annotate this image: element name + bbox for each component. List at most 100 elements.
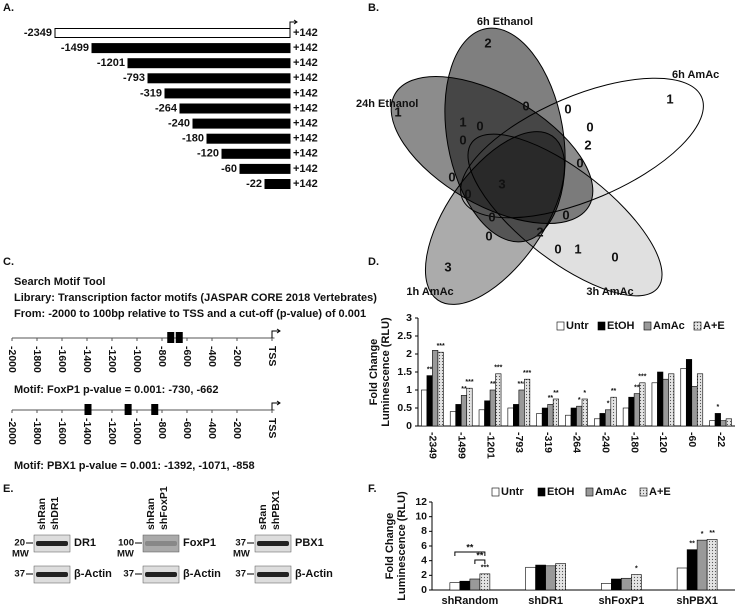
y-tick-label: 3 xyxy=(406,312,412,324)
bar xyxy=(524,378,531,427)
tss-arrow xyxy=(271,400,281,410)
y-tick-label: 10 xyxy=(415,510,427,522)
bar xyxy=(484,400,491,427)
tss-arrow xyxy=(271,328,281,338)
significance: * xyxy=(607,401,610,408)
lane-label: shDR1 xyxy=(49,497,61,530)
axis-tick-label: TSS xyxy=(266,418,278,438)
region-count: 1 xyxy=(666,91,673,106)
bar xyxy=(525,566,536,591)
bar xyxy=(421,389,428,427)
bar xyxy=(495,373,502,427)
region-count: 0 xyxy=(459,132,466,147)
significance: ** xyxy=(689,541,695,548)
set-label: 6h AmAc xyxy=(672,69,719,81)
motif-site xyxy=(175,332,183,343)
legend-swatch xyxy=(491,487,500,497)
bar xyxy=(691,386,698,427)
region-count: 1 xyxy=(574,241,581,256)
bar xyxy=(536,413,543,427)
region-count: 0 xyxy=(564,101,571,116)
construct-end: +142 xyxy=(293,102,318,114)
significance: * xyxy=(578,397,581,404)
bar xyxy=(709,420,716,427)
legend-swatch xyxy=(693,321,702,331)
bar xyxy=(628,396,635,427)
target-label: FoxP1 xyxy=(183,537,216,549)
mw-marker: 37 xyxy=(123,569,134,580)
region-count: 0 xyxy=(611,249,618,264)
region-count: 3 xyxy=(498,176,505,191)
motif-site xyxy=(167,332,175,343)
construct-start: -319 xyxy=(140,87,162,99)
legend-swatch xyxy=(556,321,565,331)
construct-bar xyxy=(147,73,291,84)
mw-marker: 37 xyxy=(235,538,246,549)
bar xyxy=(639,382,646,427)
construct-bar xyxy=(239,163,291,174)
lane-label: sRan xyxy=(257,504,269,530)
mw-label: MW xyxy=(233,549,250,560)
bar xyxy=(720,420,727,427)
region-count: 0 xyxy=(485,228,492,243)
legend-label: A+E xyxy=(649,486,671,498)
lane-label: shFoxP1 xyxy=(158,486,170,530)
legend-swatch xyxy=(643,321,652,331)
construct-bar xyxy=(179,103,291,114)
x-tick-label: -22 xyxy=(715,432,727,447)
legend-label: Untr xyxy=(501,486,524,498)
lane-label: shRan xyxy=(36,498,48,530)
bar xyxy=(668,373,675,427)
significance: *** xyxy=(437,343,445,350)
significance: *** xyxy=(523,370,531,377)
y-tick-label: 0 xyxy=(406,420,412,432)
blot-band xyxy=(145,572,177,577)
bar xyxy=(631,574,642,591)
tss-arrow xyxy=(289,19,298,28)
significance: ** xyxy=(427,366,433,373)
y-axis-title: Luminescence (RLU) xyxy=(380,317,392,427)
y-tick-label: 1.5 xyxy=(397,366,412,378)
bar xyxy=(581,398,588,427)
region-count: 0 xyxy=(476,118,483,133)
axis-tick-label: -1800 xyxy=(31,418,43,445)
bar xyxy=(706,539,718,591)
bar xyxy=(601,583,612,591)
target-label: β-Actin xyxy=(74,568,112,580)
lane-label: shRan xyxy=(145,498,157,530)
region-count: 0 xyxy=(554,241,561,256)
construct-end: +142 xyxy=(293,27,318,39)
blot-band xyxy=(36,541,68,546)
construct-end: +142 xyxy=(293,148,318,160)
target-label: DR1 xyxy=(74,537,96,549)
axis-tick-label: -800 xyxy=(156,418,168,439)
mw-marker: 100 xyxy=(118,538,134,549)
legend-swatch xyxy=(537,487,546,497)
set-label: 3h AmAc xyxy=(586,286,633,298)
construct-end: +142 xyxy=(293,163,318,175)
region-count: 2 xyxy=(484,35,491,50)
legend-swatch xyxy=(639,487,648,497)
y-axis-title: Fold Change xyxy=(384,513,396,580)
bar xyxy=(547,404,554,427)
y-tick-label: 0 xyxy=(421,584,427,596)
set-label: 6h Ethanol xyxy=(477,16,533,28)
construct-bar xyxy=(264,179,291,189)
y-tick-label: 2 xyxy=(406,348,412,360)
tool-title: Search Motif Tool xyxy=(14,276,105,288)
bar xyxy=(696,539,708,591)
x-tick-label: -180 xyxy=(628,432,640,453)
bar xyxy=(680,368,687,427)
axis-tick-label: -1800 xyxy=(31,346,43,373)
y-axis-title: Luminescence (RLU) xyxy=(396,491,408,601)
x-tick-label: shRandom xyxy=(441,595,498,606)
axis-tick-label: -800 xyxy=(156,346,168,367)
region-count: 0 xyxy=(586,119,593,134)
axis-tick-label: TSS xyxy=(266,346,278,366)
bar xyxy=(432,350,439,427)
panel-label: A. xyxy=(3,2,14,14)
region-count: 0 xyxy=(522,98,529,113)
significance: ** xyxy=(553,390,559,397)
panel-label: D. xyxy=(368,256,379,268)
region-count: 1 xyxy=(459,114,466,129)
